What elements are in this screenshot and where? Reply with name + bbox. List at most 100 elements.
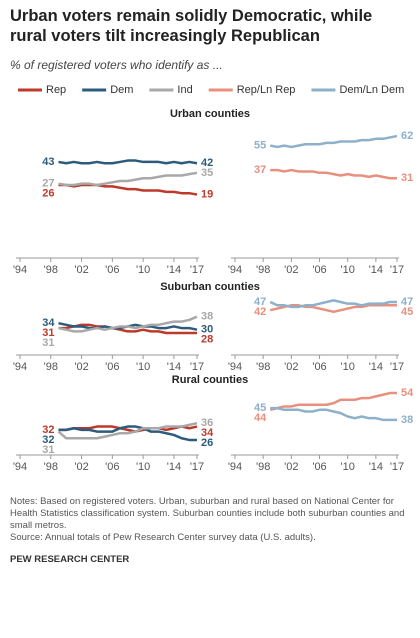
value-label: 34 [201, 427, 214, 439]
line [269, 299, 397, 309]
credit: PEW RESEARCH CENTER [10, 554, 130, 565]
value-label: 38 [401, 414, 413, 426]
x-tick-label: '94 [228, 264, 242, 276]
x-tick-label: '94 [13, 361, 27, 373]
legend-label: Ind [177, 84, 192, 96]
section-title: Rural counties [172, 374, 248, 386]
x-tick-label: '17 [190, 461, 204, 473]
value-label: 45 [254, 402, 266, 414]
x-tick-label: '14 [369, 264, 383, 276]
notes: Notes: Based on registered voters. Urban… [10, 496, 405, 531]
value-label: 26 [201, 437, 213, 449]
section-title: Suburban counties [160, 281, 260, 293]
x-tick-label: '02 [284, 361, 298, 373]
legend-label: Dem [110, 84, 133, 96]
line [57, 421, 198, 440]
x-tick-label: '98 [256, 264, 270, 276]
legend-label: Dem/Ln Dem [339, 84, 404, 96]
x-tick-label: '02 [74, 264, 88, 276]
value-label: 36 [201, 417, 213, 429]
value-label: 35 [201, 167, 213, 179]
x-tick-label: '14 [167, 264, 181, 276]
x-tick-label: '98 [44, 461, 58, 473]
value-label: 47 [254, 296, 266, 308]
x-tick-label: '94 [13, 461, 27, 473]
legend-label: Rep [46, 84, 66, 96]
x-tick-label: '02 [74, 461, 88, 473]
value-label: 31 [42, 444, 54, 456]
x-tick-label: '02 [284, 264, 298, 276]
line [58, 159, 198, 165]
x-tick-label: '98 [256, 461, 270, 473]
value-label: 27 [42, 178, 54, 190]
x-tick-label: '94 [228, 461, 242, 473]
x-tick-label: '06 [312, 361, 326, 373]
value-label: 38 [201, 311, 213, 323]
x-tick-label: '98 [44, 361, 58, 373]
x-tick-label: '17 [190, 361, 204, 373]
value-label: 54 [401, 387, 414, 399]
value-label: 31 [401, 172, 413, 184]
line [58, 323, 197, 335]
line [270, 168, 397, 180]
value-label: 47 [401, 296, 413, 308]
value-label: 62 [401, 130, 413, 142]
x-tick-label: '06 [312, 264, 326, 276]
x-tick-label: '10 [136, 461, 150, 473]
x-tick-label: '98 [44, 264, 58, 276]
value-label: 34 [42, 317, 55, 329]
value-label: 43 [42, 156, 54, 168]
x-tick-label: '10 [341, 264, 355, 276]
value-label: 31 [42, 337, 54, 349]
value-label: 42 [201, 157, 213, 169]
value-label: 31 [42, 327, 54, 339]
x-tick-label: '06 [105, 461, 119, 473]
x-tick-label: '17 [190, 264, 204, 276]
line [58, 183, 198, 196]
line [58, 425, 198, 433]
line [58, 425, 197, 442]
value-label: 37 [254, 164, 266, 176]
x-tick-label: '10 [341, 361, 355, 373]
value-label: 55 [254, 140, 266, 152]
source: Source: Annual totals of Pew Research Ce… [10, 532, 316, 543]
x-tick-label: '17 [390, 361, 404, 373]
line [269, 304, 397, 314]
x-tick-label: '94 [13, 264, 27, 276]
x-tick-label: '14 [167, 361, 181, 373]
title: Urban voters remain solidly Democratic, … [10, 7, 373, 45]
value-label: 30 [201, 324, 213, 336]
value-label: 32 [42, 434, 54, 446]
x-tick-label: '10 [341, 461, 355, 473]
value-label: 19 [201, 188, 213, 200]
x-tick-label: '94 [228, 361, 242, 373]
x-tick-label: '10 [136, 361, 150, 373]
value-label: 45 [401, 306, 413, 318]
value-label: 28 [201, 334, 213, 346]
x-tick-label: '14 [369, 361, 383, 373]
x-tick-label: '17 [390, 461, 404, 473]
value-label: 26 [42, 188, 54, 200]
x-tick-label: '14 [167, 461, 181, 473]
value-label: 32 [42, 424, 54, 436]
value-label: 42 [254, 306, 266, 318]
line [269, 391, 397, 412]
x-tick-label: '98 [256, 361, 270, 373]
line [270, 406, 397, 422]
x-tick-label: '10 [136, 264, 150, 276]
value-label: 44 [254, 412, 267, 424]
x-tick-label: '06 [105, 264, 119, 276]
x-tick-label: '17 [390, 264, 404, 276]
x-tick-label: '14 [369, 461, 383, 473]
line [58, 315, 198, 333]
line [269, 134, 398, 149]
legend-label: Rep/Ln Rep [237, 84, 296, 96]
x-tick-label: '06 [105, 361, 119, 373]
x-tick-label: '02 [74, 361, 88, 373]
x-tick-label: '02 [284, 461, 298, 473]
line [58, 171, 198, 187]
x-tick-label: '06 [312, 461, 326, 473]
subtitle: % of registered voters who identify as .… [10, 58, 223, 72]
